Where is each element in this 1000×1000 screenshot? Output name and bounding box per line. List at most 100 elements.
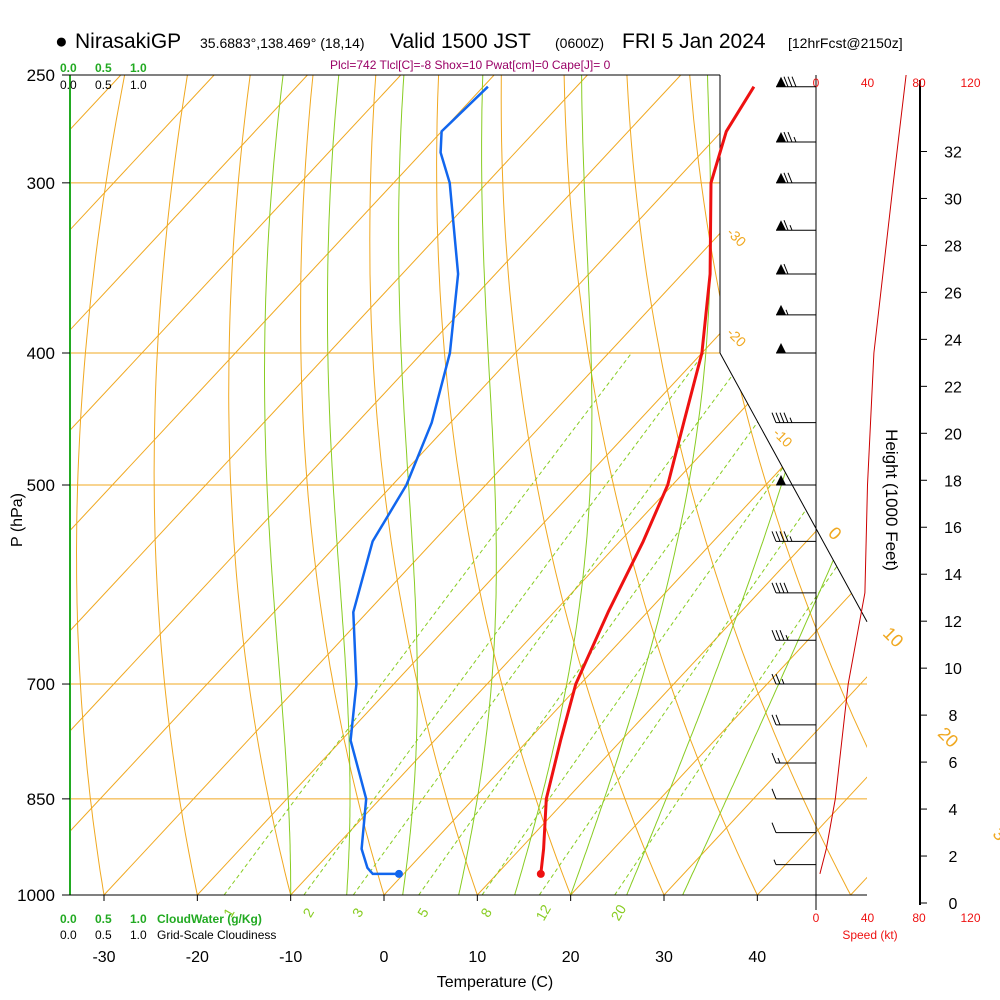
cloudiness-tick: 0.0 [60,928,77,942]
wind-barb-full [783,412,789,423]
wind-barb-full [791,76,797,87]
forecast-label: [12hrFcst@2150z] [788,35,903,51]
wind-barb [771,822,816,834]
dry-adiabat-line [500,75,665,895]
wind-barb-flag [776,264,786,275]
temp-tick-label: -10 [279,949,302,966]
dry-adiabat-line [75,75,126,895]
height-tick-label: 2 [949,849,958,866]
cloudiness-tick: 0.5 [95,928,112,942]
moist-adiabat-line [458,75,497,895]
tropopause-diag-line [719,352,868,622]
parcel-params: Plcl=742 Tlcl[C]=-8 Shox=10 Pwat[cm]=0 C… [330,58,611,72]
isotherm-label: 10 [879,623,907,651]
wind-barb [771,412,816,424]
wind-barb-full [771,412,777,423]
wind-barb-full [771,788,777,800]
height-tick-label: 10 [944,661,962,678]
pressure-tick-label: 850 [27,790,55,809]
cloudiness-tick: 1.0 [130,928,147,942]
wind-barb-half [773,859,777,865]
surface-temp-marker [536,869,545,878]
wind-barb-full [779,412,785,423]
dry-adiabat-line [300,75,385,895]
speed-tick-bottom: 120 [960,911,980,925]
height-tick-label: 22 [944,379,962,396]
wind-barb-half [785,635,789,641]
wind-barb-full [775,673,781,685]
isotherm-line [70,75,308,331]
height-axis-label: Height (1000 Feet) [882,429,901,571]
height-tick-label: 16 [944,520,962,537]
dry-adiabat-line [153,75,198,895]
wind-barb-flag [776,132,786,143]
dry-adiabat-line [563,75,758,895]
surface-dewpoint-marker [394,869,403,878]
speed-tick-bottom: 80 [912,911,926,925]
chart-title-row: ● NirasakiGP 35.6883°,138.469° (18,14) V… [0,30,1000,58]
height-tick-label: 20 [944,426,962,443]
mixing-ratio-line [418,352,809,895]
wind-barb [776,304,816,316]
speed-tick-top: 40 [861,76,875,90]
height-tick-label: 18 [944,473,962,490]
dry-adiabat-line [369,75,478,895]
pressure-tick-label: 1000 [17,886,55,905]
wind-barb-half [793,136,797,143]
cloudwater-label: CloudWater (g/Kg) [157,912,262,926]
wind-barb [771,752,816,764]
wind-barb-flag [776,172,786,183]
moist-adiabat-line [327,75,351,895]
wind-barb-flag [776,76,786,87]
temp-tick-label: 20 [562,949,580,966]
wind-barb-full [783,76,789,87]
station-coords: 35.6883°,138.469° (18,14) [200,35,365,51]
pressure-tick-label: 400 [27,344,55,363]
isotherm-line [663,676,867,895]
wind-barb-full [783,131,789,143]
pressure-tick-label: 300 [27,174,55,193]
speed-tick-top: 80 [912,76,926,90]
wind-barb-full [783,220,789,231]
wind-barb [776,220,816,231]
wind-barb-full [783,172,789,184]
cloudwater-tick: 0.5 [95,61,112,75]
wind-barb-full [775,531,781,542]
wind-barb-full [771,752,777,764]
speed-tick-top: 120 [960,76,980,90]
wind-barb-half [789,417,793,423]
valid-time: Valid 1500 JST [390,30,531,53]
wind-barb [771,788,816,800]
pressure-tick-label: 500 [27,476,55,495]
wind-barb [776,131,816,143]
moist-adiabat-line [514,75,593,895]
wind-barb [776,475,816,486]
wind-barb [771,582,816,594]
wind-barb-full [783,582,789,594]
temp-tick-label: -20 [186,949,209,966]
temp-tick-label: -30 [92,949,115,966]
wind-barb-flag [776,343,786,354]
temp-tick-label: 40 [748,949,766,966]
valid-utc: (0600Z) [555,35,605,51]
isotherm-label: 20 [934,723,962,751]
wind-barb-flag [776,220,786,231]
wind-barb-full [775,412,781,423]
cloudwater-tick: 0.5 [95,912,112,926]
cloudwater-tick: 1.0 [130,61,147,75]
wind-barb [776,343,816,354]
wind-barb-full [771,531,777,542]
x-axis-label: Temperature (C) [437,974,553,991]
wind-barb-full [783,263,789,275]
mixing-ratio-label: 3 [349,905,367,920]
cloudiness-label: Grid-Scale Cloudiness [157,928,276,942]
station-dot-icon: ● [55,30,68,53]
height-tick-label: 32 [944,144,962,161]
wind-barb-half [789,225,793,231]
mixing-ratio-label: 2 [299,905,317,920]
wind-barb-full [771,714,777,726]
moist-adiabat-line [570,75,712,895]
isotherm-line [70,75,215,231]
height-tick-label: 12 [944,614,962,631]
